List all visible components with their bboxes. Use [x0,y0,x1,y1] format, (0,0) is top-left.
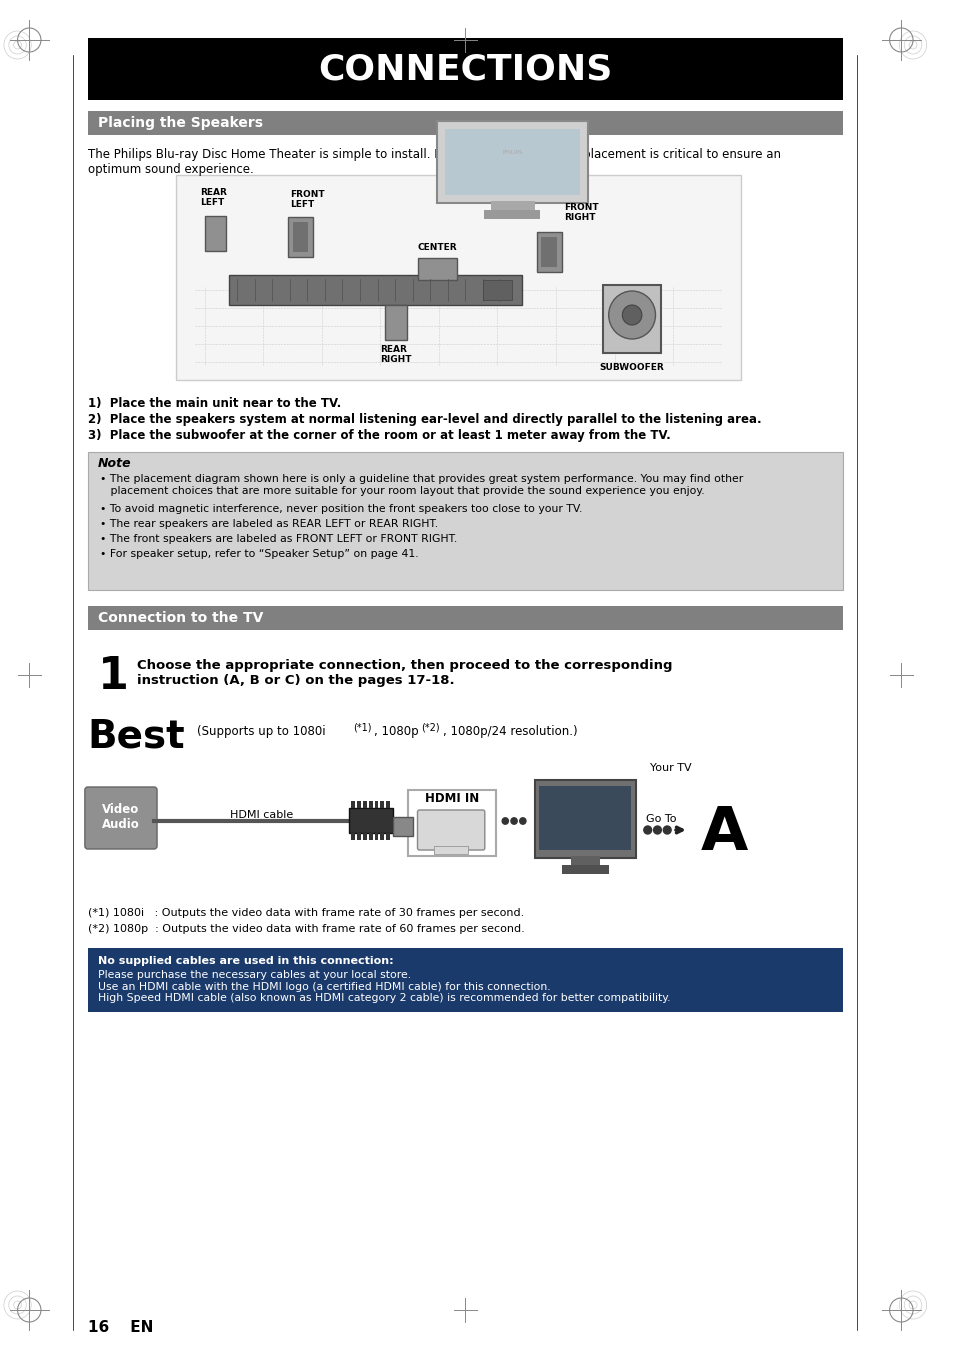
Bar [375,801,378,809]
Bar [356,833,360,840]
Text: 16    EN: 16 EN [88,1320,153,1335]
Bar [362,833,366,840]
Bar [288,217,313,256]
Bar [490,201,534,211]
Bar [88,452,841,590]
Text: (*2): (*2) [421,722,439,732]
Bar [362,801,366,809]
Text: , 1080p: , 1080p [374,725,417,738]
Bar [436,122,588,202]
Bar [349,809,393,833]
Text: REAR
RIGHT: REAR RIGHT [380,346,412,365]
FancyBboxPatch shape [417,810,484,850]
Text: 1)  Place the main unit near to the TV.: 1) Place the main unit near to the TV. [88,397,340,410]
Circle shape [501,818,508,825]
Circle shape [643,826,651,834]
Text: • To avoid magnetic interference, never position the front speakers too close to: • To avoid magnetic interference, never … [100,504,582,514]
Text: Placing the Speakers: Placing the Speakers [97,116,262,130]
Text: Connection to the TV: Connection to the TV [97,612,263,625]
Text: • The rear speakers are labeled as REAR LEFT or REAR RIGHT.: • The rear speakers are labeled as REAR … [100,518,438,529]
Text: No supplied cables are used in this connection:: No supplied cables are used in this conn… [97,956,393,967]
Text: FRONT
LEFT: FRONT LEFT [290,189,324,209]
Circle shape [519,818,525,825]
Text: FRONT
RIGHT: FRONT RIGHT [563,202,598,221]
Text: , 1080p/24 resolution.): , 1080p/24 resolution.) [442,725,577,738]
Bar [534,780,636,859]
Bar [356,801,360,809]
Bar [293,221,308,252]
Bar [434,846,468,855]
Bar [351,833,355,840]
Circle shape [662,826,670,834]
Bar [175,176,740,379]
Bar [538,786,631,850]
Circle shape [621,305,641,325]
Text: Please purchase the necessary cables at your local store.
Use an HDMI cable with: Please purchase the necessary cables at … [97,971,669,1003]
Bar [369,801,373,809]
Text: (*2) 1080p  : Outputs the video data with frame rate of 60 frames per second.: (*2) 1080p : Outputs the video data with… [88,923,524,934]
Text: Note: Note [97,458,131,470]
Bar [561,865,608,873]
Text: (*1): (*1) [353,722,372,732]
Text: (*1) 1080i   : Outputs the video data with frame rate of 30 frames per second.: (*1) 1080i : Outputs the video data with… [88,909,523,918]
Bar [88,111,841,135]
Bar [602,285,660,352]
Bar [385,305,406,340]
Bar [88,948,841,1012]
Bar [88,38,841,100]
Text: The Philips Blu-ray Disc Home Theater is simple to install. However, proper syst: The Philips Blu-ray Disc Home Theater is… [88,148,780,176]
Text: 3)  Place the subwoofer at the corner of the room or at least 1 meter away from : 3) Place the subwoofer at the corner of … [88,429,670,441]
Text: 1: 1 [97,655,129,698]
Bar [393,817,413,836]
Bar [351,801,355,809]
Text: Video
Audio: Video Audio [102,803,140,832]
Bar [375,833,378,840]
Text: Choose the appropriate connection, then proceed to the corresponding
instruction: Choose the appropriate connection, then … [136,659,671,687]
Text: Go To: Go To [645,814,676,824]
Text: • The front speakers are labeled as FRONT LEFT or FRONT RIGHT.: • The front speakers are labeled as FRON… [100,535,457,544]
Bar [386,833,390,840]
Bar [483,211,539,219]
FancyBboxPatch shape [85,787,157,849]
Text: CONNECTIONS: CONNECTIONS [317,53,612,86]
Bar [434,846,468,855]
Bar [417,258,456,279]
Text: • The placement diagram shown here is only a guideline that provides great syste: • The placement diagram shown here is on… [100,474,743,495]
Bar [444,130,579,194]
Bar [369,833,373,840]
Bar [380,833,384,840]
Bar [540,238,557,267]
Text: Your TV: Your TV [650,763,691,774]
Text: PHILIPS: PHILIPS [502,150,523,155]
Bar [570,856,599,865]
Circle shape [511,818,517,825]
Bar [536,232,561,271]
Text: Best: Best [88,718,185,756]
Text: HDMI IN: HDMI IN [424,792,478,805]
Text: (Supports up to 1080i: (Supports up to 1080i [197,725,325,738]
Text: • For speaker setup, refer to “Speaker Setup” on page 41.: • For speaker setup, refer to “Speaker S… [100,549,418,559]
Text: A: A [700,805,747,863]
Text: SUBWOOFER: SUBWOOFER [599,363,664,373]
Bar [386,801,390,809]
Bar [229,275,521,305]
Bar [407,790,495,856]
Bar [205,216,226,251]
Text: CENTER: CENTER [416,243,456,252]
Bar [88,606,841,630]
Bar [380,801,384,809]
Text: REAR
LEFT: REAR LEFT [200,188,227,207]
Bar [482,279,512,300]
Circle shape [653,826,660,834]
Circle shape [608,292,655,339]
Text: 2)  Place the speakers system at normal listening ear-level and directly paralle: 2) Place the speakers system at normal l… [88,413,760,427]
Text: HDMI cable: HDMI cable [230,810,293,819]
